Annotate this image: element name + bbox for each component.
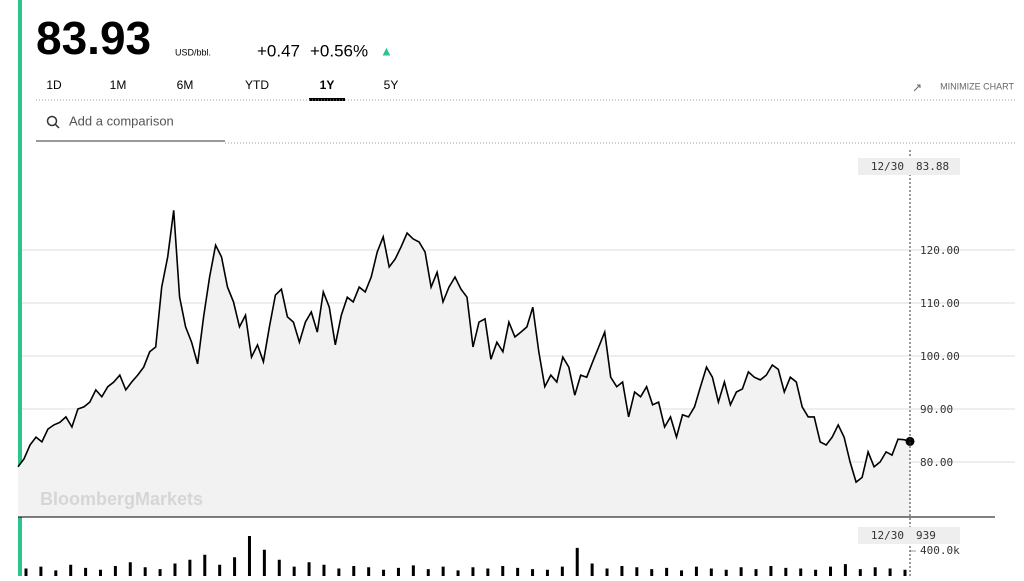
minimize-icon[interactable] (913, 84, 921, 92)
volume-bar (69, 564, 73, 576)
search-input[interactable]: Add a comparison (69, 113, 174, 128)
volume-bar (873, 567, 877, 576)
volume-bar (203, 554, 207, 576)
cursor-value: 83.88 (916, 160, 949, 173)
volume-bar (218, 564, 222, 576)
volume-bar (292, 566, 296, 576)
volume-bar (680, 570, 684, 576)
volume-bar (113, 566, 117, 576)
cursor-value: 939 (916, 529, 936, 542)
tab[interactable]: 1Y (320, 78, 335, 92)
volume-bar (262, 549, 266, 576)
volume-bar (84, 567, 88, 576)
tab[interactable]: 6M (177, 78, 194, 92)
volume-bar (769, 566, 773, 576)
volume-plot: 400.0k (24, 536, 960, 576)
volume-bar (724, 569, 728, 576)
tab[interactable]: 1M (110, 78, 127, 92)
cursor-date: 12/30 (871, 529, 904, 542)
volume-bar (516, 567, 520, 576)
volume-bar (531, 569, 535, 576)
price-line (17, 210, 911, 484)
volume-bar (456, 570, 460, 576)
volume-bar (337, 568, 341, 576)
y-tick-label: 80.00 (920, 456, 953, 469)
volume-bar (39, 566, 43, 576)
y-tick-label: 110.00 (920, 297, 960, 310)
volume-bar (814, 569, 818, 576)
change-pct: +0.56% (310, 41, 368, 60)
tab[interactable]: 5Y (384, 78, 399, 92)
volume-bar (829, 566, 833, 576)
volume-bar (739, 567, 743, 576)
cursor-box (858, 158, 960, 175)
volume-bar (799, 568, 803, 576)
volume-bar (754, 569, 758, 576)
volume-bar (352, 566, 356, 576)
volume-bar (128, 562, 132, 576)
price-plot: 80.00 90.00 100.00 110.00 120.00 (17, 210, 1015, 518)
volume-bar (784, 567, 788, 576)
volume-bar (396, 567, 400, 576)
price: 83.93 (36, 12, 151, 64)
watermark: BloombergMarkets (40, 489, 203, 509)
volume-bar (620, 566, 624, 576)
minimize-chart[interactable]: MINIMIZE CHART (940, 81, 1014, 91)
cursor-labels: 12/30 83.88 12/30 939 (858, 158, 960, 544)
cursor-box (858, 527, 960, 544)
volume-bar (307, 562, 311, 576)
volume-bar (843, 564, 847, 576)
accent-bar (18, 0, 22, 576)
up-arrow: ▲ (380, 43, 393, 58)
volume-bar (188, 559, 192, 576)
volume-bar (575, 547, 579, 576)
volume-bar (709, 568, 713, 576)
unit: USD/bbl. (175, 47, 211, 57)
tab[interactable]: 1D (46, 78, 62, 92)
tabs: 1D 1M 6M YTD 1Y 5Y (46, 78, 398, 101)
volume-bar (501, 566, 505, 576)
change: +0.47 (257, 41, 300, 60)
last-point (905, 436, 915, 446)
volume-bar (173, 563, 177, 576)
volume-bar (441, 566, 445, 576)
volume-bar (382, 569, 386, 576)
volume-bar (605, 568, 609, 576)
y-tick-label: 120.00 (920, 244, 960, 257)
search-icon[interactable] (46, 115, 58, 127)
cursor-date: 12/30 (871, 160, 904, 173)
y-tick-label: 100.00 (920, 350, 960, 363)
area-fill (18, 210, 910, 518)
volume-bar (858, 569, 862, 576)
volume-bar (471, 567, 475, 576)
volume-bar (367, 567, 371, 576)
volume-bar (24, 568, 28, 576)
volume-bar (888, 568, 892, 576)
volume-bar (411, 565, 415, 576)
volume-bar (590, 563, 594, 576)
volume-bar (426, 569, 430, 576)
volume-bar (322, 564, 326, 576)
volume-bar (247, 536, 251, 576)
volume-bar (143, 567, 147, 576)
volume-bar (545, 569, 549, 576)
y-tick-label: 90.00 (920, 403, 953, 416)
volume-bar (903, 569, 907, 576)
volume-bar (694, 566, 698, 576)
volume-bar (158, 569, 162, 576)
volume-bar (560, 566, 564, 576)
volume-bar (277, 559, 281, 576)
volume-bar (486, 568, 490, 576)
volume-bar (665, 567, 669, 576)
volume-bar (635, 567, 639, 576)
volume-bar (54, 570, 58, 576)
volume-bar (233, 557, 237, 576)
y-tick-label: 400.0k (920, 544, 960, 557)
search-icon-handle (54, 123, 60, 129)
tab[interactable]: YTD (245, 78, 269, 92)
volume-bar (650, 569, 654, 576)
volume-bar (98, 569, 102, 576)
